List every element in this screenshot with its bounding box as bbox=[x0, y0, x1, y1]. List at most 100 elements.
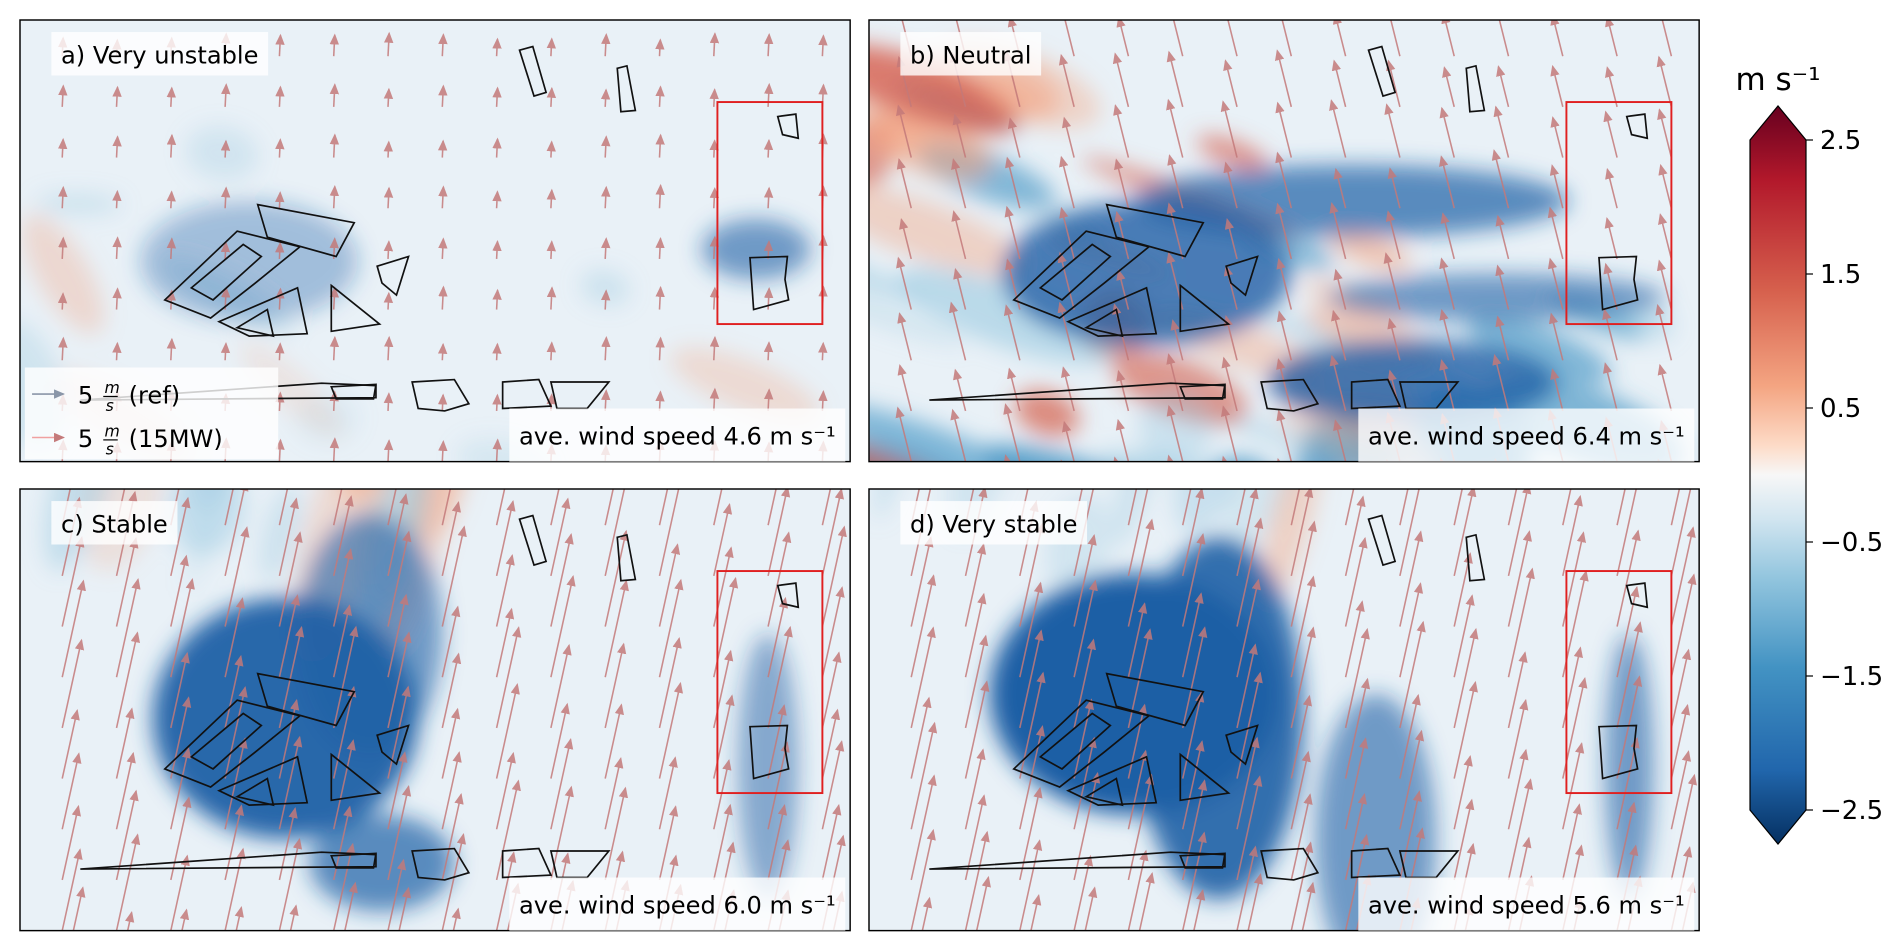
wind-farm-outline bbox=[1625, 582, 1649, 609]
wind-arrow bbox=[495, 779, 521, 881]
field-blob bbox=[869, 71, 929, 156]
wind-arrow bbox=[600, 88, 611, 107]
wind-arrow bbox=[234, 906, 244, 931]
wind-arrow bbox=[1453, 489, 1477, 577]
panel: a) Very unstable ave. wind speed 4.6 m s⁻… bbox=[19, 19, 851, 463]
wind-arrow bbox=[601, 237, 611, 259]
wind-arrow bbox=[1616, 585, 1640, 678]
wind-arrow bbox=[1019, 786, 1043, 881]
wind-farm-outline bbox=[776, 582, 800, 609]
wind-arrow bbox=[1453, 594, 1475, 678]
wind-arrow bbox=[170, 496, 191, 577]
wind-arrow bbox=[1616, 489, 1626, 526]
wind-arrow bbox=[1344, 737, 1369, 830]
wind-arrow bbox=[550, 738, 574, 830]
wind-arrow bbox=[1127, 703, 1148, 779]
wind-arrow bbox=[655, 38, 665, 57]
wind-arrow bbox=[1290, 841, 1314, 931]
wind-arrow bbox=[61, 804, 81, 881]
wind-arrow bbox=[112, 189, 122, 209]
wind-arrow bbox=[1181, 489, 1205, 577]
wind-arrow bbox=[709, 286, 720, 310]
wind-arrow bbox=[115, 833, 141, 931]
wind-farm-outline bbox=[1179, 283, 1231, 333]
field-blob bbox=[185, 126, 259, 181]
wind-arrow bbox=[655, 390, 665, 411]
wind-arrow bbox=[437, 139, 448, 158]
wind-farm-outline bbox=[217, 755, 309, 806]
field-blob bbox=[1222, 489, 1313, 546]
wind-arrow bbox=[441, 792, 464, 881]
panel-title: d) Very stable bbox=[910, 510, 1077, 538]
wind-arrow bbox=[604, 529, 629, 627]
wind-arrow bbox=[1084, 886, 1098, 931]
wind-arrow bbox=[170, 578, 195, 678]
wind-arrow bbox=[492, 37, 502, 57]
wind-arrow bbox=[1290, 626, 1316, 729]
wind-arrow bbox=[1495, 214, 1510, 260]
wind-arrow bbox=[1181, 690, 1205, 779]
wind-arrow bbox=[1062, 420, 1075, 462]
wind-arrow bbox=[1236, 736, 1260, 830]
wind-arrow bbox=[387, 858, 407, 931]
wind-arrow bbox=[601, 389, 611, 411]
wind-arrow bbox=[1057, 251, 1075, 310]
panel-frame bbox=[19, 19, 851, 463]
wind-arrow bbox=[1236, 489, 1259, 577]
wind-arrow bbox=[1064, 20, 1075, 57]
wind-arrow bbox=[1167, 154, 1184, 209]
wind-arrow bbox=[1276, 257, 1293, 310]
wind-arrow bbox=[709, 186, 720, 209]
wind-speed-box bbox=[1358, 408, 1695, 462]
wind-arrow bbox=[921, 896, 933, 931]
field-blob bbox=[357, 0, 453, 20]
wind-farm-outline bbox=[411, 378, 471, 412]
wind-farm-outline bbox=[1260, 847, 1320, 881]
wind-arrow bbox=[387, 593, 409, 678]
wind-arrow bbox=[224, 597, 245, 678]
colorbar-tick-label: 2.5 bbox=[1820, 126, 1861, 156]
wind-farm-outline bbox=[189, 712, 263, 770]
wind-arrow bbox=[1019, 581, 1044, 678]
wind-arrow bbox=[1019, 725, 1045, 830]
wind-arrow bbox=[713, 489, 723, 526]
wind-farm-outline bbox=[518, 45, 548, 98]
wind-arrow bbox=[495, 553, 515, 627]
panel: d) Very stable ave. wind speed 5.6 m s⁻¹ bbox=[868, 488, 1700, 932]
wind-arrow bbox=[1616, 801, 1637, 881]
wind-arrow bbox=[1507, 530, 1532, 627]
wind-arrow bbox=[1127, 773, 1155, 881]
wind-farm-outline bbox=[411, 847, 471, 881]
wind-arrow bbox=[1344, 677, 1371, 779]
wind-arrow bbox=[1498, 20, 1510, 57]
wind-arrow bbox=[1492, 353, 1510, 412]
wind-farm-outline bbox=[776, 113, 800, 140]
wind-arrow bbox=[1112, 52, 1130, 108]
wind-arrow bbox=[329, 33, 340, 57]
wind-arrow bbox=[896, 157, 912, 209]
wind-arrow bbox=[763, 388, 774, 411]
wind-arrow bbox=[451, 907, 461, 931]
wind-arrow bbox=[1333, 419, 1347, 462]
wind-arrow bbox=[1030, 894, 1042, 931]
title-box bbox=[900, 32, 1042, 76]
wind-arrow bbox=[1605, 66, 1618, 108]
wind-farm-outline bbox=[1179, 852, 1226, 869]
wind-arrow bbox=[1344, 627, 1370, 729]
wake-blob bbox=[1605, 633, 1654, 900]
wind-arrow bbox=[1387, 317, 1401, 361]
wind-arrow bbox=[658, 805, 679, 881]
wake-blob bbox=[140, 200, 358, 322]
wind-arrow bbox=[951, 158, 967, 209]
wind-arrow bbox=[1181, 626, 1208, 729]
wind-farm-outline bbox=[1598, 255, 1639, 311]
wind-arrow bbox=[655, 133, 665, 158]
wind-arrow bbox=[818, 34, 828, 57]
wind-arrow bbox=[1550, 368, 1564, 412]
wind-arrow bbox=[655, 285, 665, 310]
wind-farm-outline bbox=[1012, 699, 1151, 788]
wind-arrow bbox=[112, 135, 122, 158]
wind-arrow bbox=[112, 341, 122, 361]
wind-farm-outline bbox=[256, 672, 356, 727]
wind-arrow bbox=[332, 548, 354, 627]
